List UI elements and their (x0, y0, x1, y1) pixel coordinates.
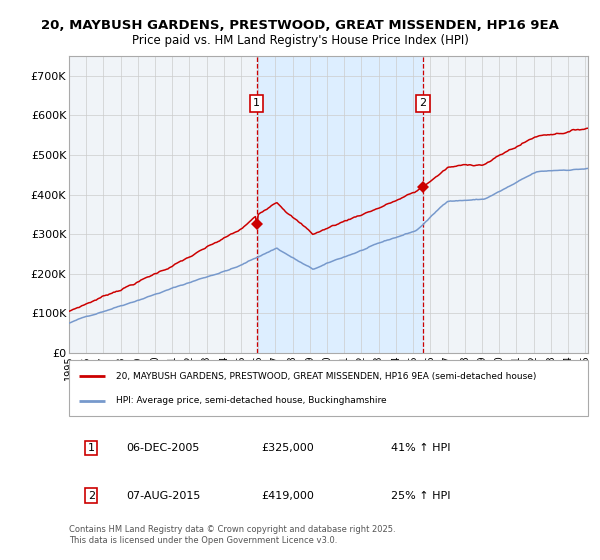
Text: 20, MAYBUSH GARDENS, PRESTWOOD, GREAT MISSENDEN, HP16 9EA (semi-detached house): 20, MAYBUSH GARDENS, PRESTWOOD, GREAT MI… (116, 371, 536, 381)
Text: 25% ↑ HPI: 25% ↑ HPI (391, 491, 450, 501)
Text: 07-AUG-2015: 07-AUG-2015 (126, 491, 200, 501)
Text: Price paid vs. HM Land Registry's House Price Index (HPI): Price paid vs. HM Land Registry's House … (131, 34, 469, 47)
Text: HPI: Average price, semi-detached house, Buckinghamshire: HPI: Average price, semi-detached house,… (116, 396, 386, 405)
Text: £419,000: £419,000 (261, 491, 314, 501)
Text: 41% ↑ HPI: 41% ↑ HPI (391, 443, 450, 453)
Text: 1: 1 (88, 443, 95, 453)
Text: 2: 2 (419, 99, 427, 109)
Text: £325,000: £325,000 (261, 443, 314, 453)
Text: 1: 1 (253, 99, 260, 109)
Text: Contains HM Land Registry data © Crown copyright and database right 2025.
This d: Contains HM Land Registry data © Crown c… (69, 525, 395, 545)
Text: 2: 2 (88, 491, 95, 501)
Bar (257, 56, 423, 353)
Text: 20, MAYBUSH GARDENS, PRESTWOOD, GREAT MISSENDEN, HP16 9EA: 20, MAYBUSH GARDENS, PRESTWOOD, GREAT MI… (41, 18, 559, 32)
Text: 06-DEC-2005: 06-DEC-2005 (126, 443, 199, 453)
FancyBboxPatch shape (69, 360, 588, 416)
